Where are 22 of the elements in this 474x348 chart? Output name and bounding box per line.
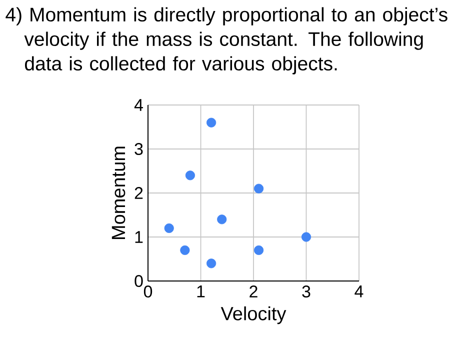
point xyxy=(180,245,190,255)
y-tick-label: 0 xyxy=(134,274,143,288)
y-axis-title: Momentum xyxy=(112,146,126,239)
y-tick-label: 3 xyxy=(134,142,143,156)
point xyxy=(206,118,216,128)
x-axis-title: Velocity xyxy=(220,306,286,324)
x-tick-label: 2 xyxy=(250,286,258,298)
chart-title: 4) Momentum is directly proportional to an object’s velocity if the mass is constant. The following data is collected for various objects. xyxy=(6,7,448,74)
point xyxy=(254,245,264,255)
y-tick-label: 2 xyxy=(134,187,143,199)
point xyxy=(301,232,312,242)
x-tick-label: 1 xyxy=(197,286,205,298)
y-tick-label: 4 xyxy=(134,99,143,111)
y-tick-label: 1 xyxy=(135,231,143,243)
point xyxy=(254,184,264,194)
x-tick-label: 3 xyxy=(302,286,310,298)
point xyxy=(185,170,195,180)
point xyxy=(164,223,174,233)
point xyxy=(206,258,216,268)
point xyxy=(217,214,227,224)
x-tick-label: 0 xyxy=(144,286,152,298)
x-tick-label: 4 xyxy=(354,286,364,298)
